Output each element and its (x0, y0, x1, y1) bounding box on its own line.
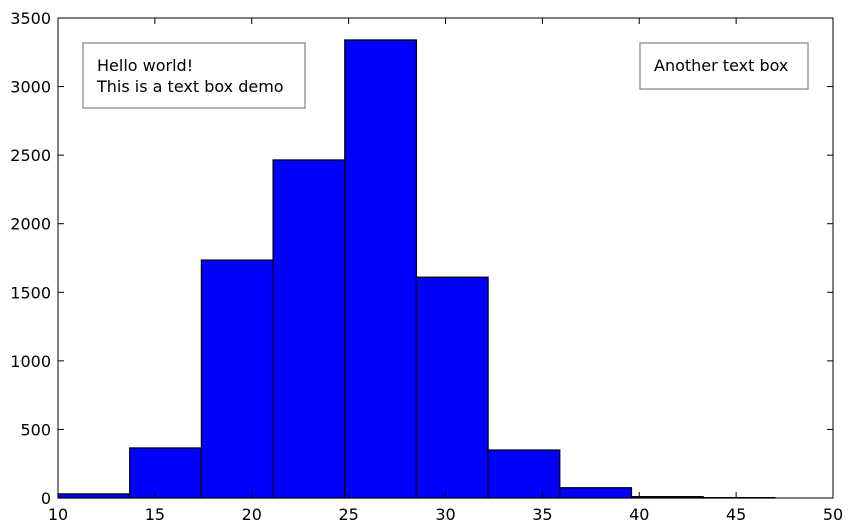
histogram-bar-7 (559, 487, 633, 499)
text-box-right-line-1: Another text box (654, 56, 788, 75)
text-box-left-frame (82, 42, 306, 109)
y-tick-label-500: 500 (20, 420, 51, 439)
text-box-left: Hello world! This is a text box demo (82, 42, 306, 109)
text-box-right: Another text box (639, 42, 809, 90)
bars-layer (57, 39, 776, 499)
histogram-bar-2 (200, 259, 274, 499)
x-tick-label-10: 10 (48, 505, 68, 524)
y-tick-label-0: 0 (41, 489, 51, 508)
x-tick-label-20: 20 (242, 505, 262, 524)
histogram-bar-6 (487, 449, 561, 499)
x-tick-label-35: 35 (532, 505, 552, 524)
y-tick-label-2500: 2500 (10, 146, 51, 165)
text-box-right-frame (639, 42, 809, 90)
ticks-layer: 10 15 20 25 30 35 40 45 500500100015002000250030… (10, 9, 843, 524)
x-tick-label-50: 50 (823, 505, 843, 524)
y-tick-label-3500: 3500 (10, 9, 51, 28)
y-tick-label-1500: 1500 (10, 283, 51, 302)
y-tick-label-3000: 3000 (10, 78, 51, 97)
x-tick-label-45: 45 (726, 505, 746, 524)
text-box-left-line-1: Hello world! (97, 56, 193, 75)
x-tick-label-25: 25 (338, 505, 358, 524)
text-box-left-line-2: This is a text box demo (96, 77, 284, 96)
x-tick-label-15: 15 (145, 505, 165, 524)
y-tick-label-1000: 1000 (10, 352, 51, 371)
x-tick-label-30: 30 (435, 505, 455, 524)
plot-frame (57, 17, 834, 499)
x-tick-label-40: 40 (629, 505, 649, 524)
histogram-bar-1 (129, 447, 202, 499)
y-tick-label-2000: 2000 (10, 215, 51, 234)
histogram-bar-3 (272, 159, 346, 499)
histogram-bar-5 (415, 276, 489, 499)
histogram-bar-0 (57, 493, 131, 499)
histogram-bar-4 (344, 39, 418, 499)
